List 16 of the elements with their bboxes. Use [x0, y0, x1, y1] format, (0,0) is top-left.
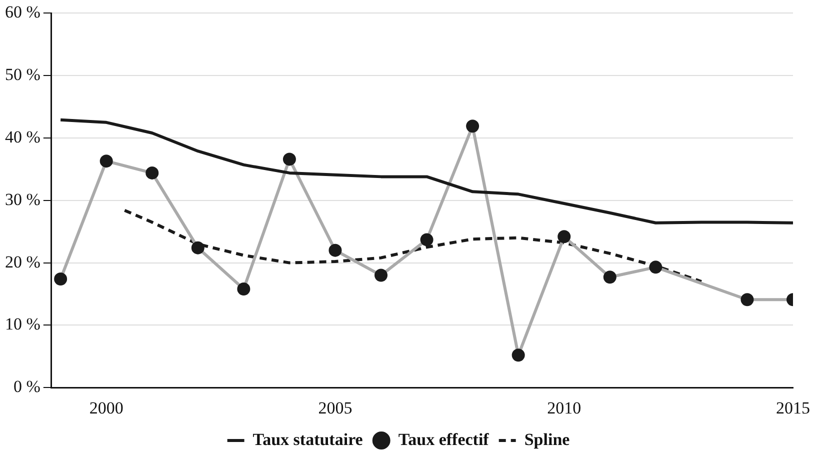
legend-label: Taux effectif [398, 430, 490, 449]
y-tick-label: 30 % [4, 190, 40, 209]
y-tick-label: 10 % [4, 314, 40, 334]
x-tick-label: 2010 [547, 398, 582, 418]
legend-label: Spline [524, 430, 570, 449]
point [649, 260, 662, 274]
y-tick-label: 20 % [4, 252, 40, 272]
y-tick-label: 50 % [4, 65, 40, 84]
x-tick-label: 2015 [776, 398, 810, 418]
x-tick-label: 2005 [318, 398, 352, 418]
y-tick-label: 40 % [4, 127, 40, 146]
y-tick-label: 0 % [13, 377, 40, 396]
legend-label: Taux statutaire [252, 430, 364, 449]
x-tick-label: 2000 [89, 398, 124, 418]
line-series [123, 208, 703, 284]
y-tick-label: 60 % [4, 2, 40, 22]
